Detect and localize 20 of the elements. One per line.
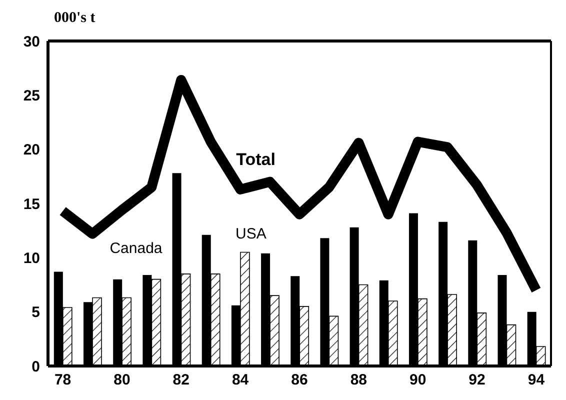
y-tick-label: 10 xyxy=(23,250,40,267)
x-tick-label: 84 xyxy=(232,372,250,389)
series-label: USA xyxy=(236,225,266,242)
x-tick-label: 90 xyxy=(410,372,426,389)
y-tick-label: 25 xyxy=(23,87,40,104)
y-tick-label: 30 xyxy=(23,33,40,50)
y-axis-title: 000's t xyxy=(54,10,96,27)
x-tick-label: 80 xyxy=(114,372,130,389)
x-tick-label: 86 xyxy=(291,372,308,389)
x-tick-label: 82 xyxy=(172,372,190,389)
y-tick-label: 5 xyxy=(32,304,40,322)
y-tick-label: 0 xyxy=(32,358,40,376)
y-tick-label: 20 xyxy=(23,142,40,159)
x-tick-label: 88 xyxy=(350,372,368,389)
series-label: Canada xyxy=(110,240,163,258)
x-tick-label: 78 xyxy=(54,372,72,389)
x-tick-label: 94 xyxy=(528,372,546,389)
series-label: Total xyxy=(236,150,276,169)
y-tick-label: 15 xyxy=(23,196,40,213)
x-tick-label: 92 xyxy=(468,372,486,389)
